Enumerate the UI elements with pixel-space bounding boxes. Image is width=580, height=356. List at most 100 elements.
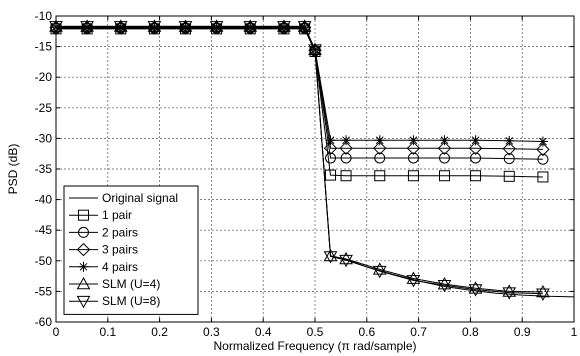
data-point-4-pairs <box>341 135 352 146</box>
x-tick-label: 0.8 <box>462 325 479 339</box>
legend-label-4-pairs: 4 pairs <box>102 260 138 274</box>
data-point-4-pairs <box>149 22 160 33</box>
data-point-slm-u-8 <box>297 21 312 34</box>
data-point-slm-u-4 <box>178 19 193 32</box>
data-point-4-pairs <box>310 44 320 55</box>
data-point-slm-u-4 <box>308 42 322 55</box>
data-point-1-pair <box>340 170 352 182</box>
x-tick-label: 0.5 <box>307 325 324 339</box>
data-point-4-pairs <box>470 135 481 146</box>
data-point-slm-u-8 <box>468 284 483 297</box>
data-point-2-pairs <box>374 152 386 164</box>
data-point-2-pairs <box>503 153 515 165</box>
data-point-slm-u-8 <box>339 254 353 268</box>
x-tick-label: 1 <box>571 325 578 339</box>
data-point-slm-u-8 <box>308 44 322 57</box>
data-point-1-pair <box>439 170 450 182</box>
data-point-slm-u-4 <box>277 19 291 32</box>
x-tick-label: 0.3 <box>203 325 220 339</box>
y-tick-label: -40 <box>35 193 53 207</box>
data-point-slm-u-4 <box>437 277 452 290</box>
data-point-1-pair <box>407 170 419 182</box>
data-point-slm-u-4 <box>406 271 421 284</box>
legend-marker-3-pairs <box>76 242 91 257</box>
y-axis-label: PSD (dB) <box>6 144 20 195</box>
data-point-4-pairs <box>115 22 126 33</box>
data-point-slm-u-8 <box>406 275 421 288</box>
data-point-slm-u-4 <box>147 19 162 32</box>
data-point-4-pairs <box>82 22 93 33</box>
legend-marker-slm-u-8 <box>76 295 91 309</box>
data-point-2-pairs <box>325 152 337 164</box>
data-point-4-pairs <box>325 135 336 146</box>
y-tick-label: -35 <box>35 162 53 176</box>
data-point-slm-u-4 <box>80 19 94 32</box>
y-tick-label: -45 <box>35 223 53 237</box>
data-point-2-pairs <box>537 153 549 165</box>
data-point-4-pairs <box>439 135 450 146</box>
x-tick-label: 0.9 <box>514 325 531 339</box>
legend-marker-1-pair <box>78 209 89 221</box>
data-point-1-pair <box>374 170 386 182</box>
series-markers <box>49 19 550 301</box>
legend-marker-4-pairs <box>78 261 89 272</box>
data-point-slm-u-4 <box>502 284 517 297</box>
data-point-slm-u-8 <box>209 21 224 34</box>
data-point-slm-u-8 <box>323 251 338 264</box>
data-point-2-pairs <box>439 152 450 164</box>
data-point-slm-u-8 <box>372 265 387 279</box>
data-point-4-pairs <box>278 22 289 33</box>
data-point-slm-u-8 <box>243 21 258 34</box>
y-tick-label: -55 <box>35 284 53 298</box>
y-tick-label: -10 <box>35 9 53 23</box>
x-tick-label: 0.4 <box>255 325 272 339</box>
data-point-slm-u-8 <box>80 21 94 34</box>
legend-label-slm-u-8: SLM (U=8) <box>102 294 160 308</box>
data-point-slm-u-4 <box>323 248 338 262</box>
x-tick-label: 0.6 <box>358 325 375 339</box>
data-point-slm-u-4 <box>113 19 128 32</box>
data-point-4-pairs <box>374 135 385 146</box>
legend-box <box>63 185 199 315</box>
y-tick-label: -15 <box>35 40 53 54</box>
legend-label-slm-u-4: SLM (U=4) <box>102 277 160 291</box>
data-point-2-pairs <box>340 152 352 164</box>
data-point-4-pairs <box>504 135 515 146</box>
data-point-slm-u-4 <box>372 262 387 275</box>
data-point-3-pairs <box>373 141 387 155</box>
data-point-slm-u-4 <box>339 251 353 265</box>
legend-label-original-signal: Original signal <box>102 191 178 205</box>
legend-label-2-pairs: 2 pairs <box>102 225 138 239</box>
data-point-slm-u-8 <box>437 279 452 293</box>
x-axis-ticks: 0 0.1 0.2 0.3 0.4 0.5 0.6 0.7 0.8 0.9 1 <box>53 16 578 339</box>
data-point-slm-u-8 <box>277 21 291 34</box>
y-tick-label: -50 <box>35 254 53 268</box>
data-point-4-pairs <box>537 136 548 147</box>
x-tick-label: 0.7 <box>410 325 427 339</box>
y-tick-label: -60 <box>35 315 53 329</box>
data-point-slm-u-4 <box>536 284 550 298</box>
legend-marker-slm-u-4 <box>76 276 91 290</box>
data-point-3-pairs <box>437 141 452 155</box>
data-point-slm-u-8 <box>502 287 517 300</box>
y-axis-ticks: -10 -15 -20 -25 -30 -35 -40 -45 -50 -55 -60 <box>35 9 574 329</box>
data-point-slm-u-4 <box>209 19 224 32</box>
data-point-3-pairs <box>502 142 516 156</box>
data-point-slm-u-8 <box>178 21 193 34</box>
legend-marker-2-pairs <box>78 226 89 238</box>
data-point-3-pairs <box>406 141 421 155</box>
data-point-1-pair <box>503 170 515 182</box>
x-tick-label: 0.1 <box>99 325 116 339</box>
data-point-4-pairs <box>245 22 256 33</box>
data-point-4-pairs <box>211 22 222 33</box>
data-point-1-pair <box>325 169 337 181</box>
data-point-3-pairs <box>536 142 550 157</box>
data-point-2-pairs <box>407 152 419 164</box>
legend: Original signal 1 pair 2 pairs 3 pairs 4 pai… <box>63 185 199 315</box>
data-point-4-pairs <box>180 22 191 33</box>
y-tick-label: -25 <box>35 101 53 115</box>
series-line-slm-u-8 <box>56 25 543 295</box>
x-tick-label: 0.2 <box>151 325 168 339</box>
y-tick-label: -20 <box>35 70 53 84</box>
